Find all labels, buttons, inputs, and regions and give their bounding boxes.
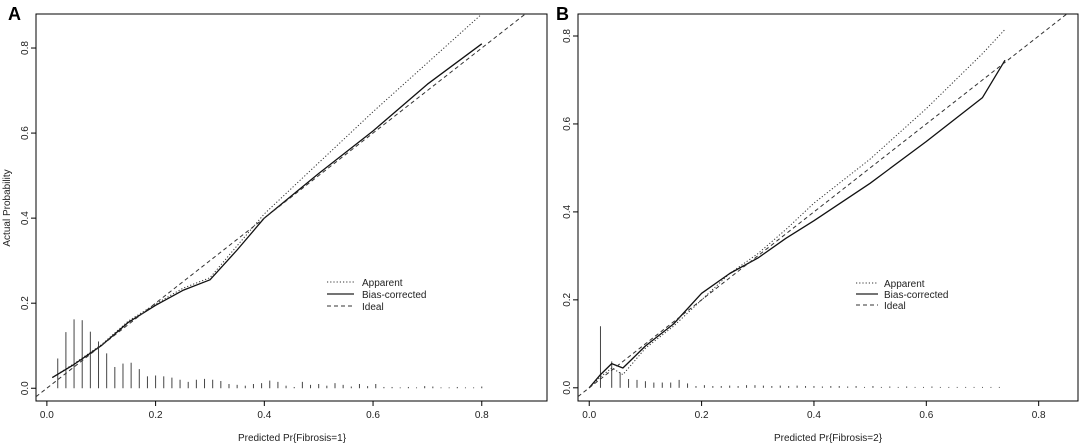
- legend-apparent-label: Apparent: [884, 279, 925, 290]
- panel-a-plot-frame: [35, 13, 548, 402]
- panel-b-calibration-lines: [578, 14, 1068, 397]
- panel-a-y-tick-label: 0.2: [20, 296, 31, 310]
- panel-a-x-axis-label: Predicted Pr{Fibrosis=1}: [238, 433, 347, 444]
- panel-b-y-tick-label: 0.6: [562, 117, 573, 131]
- panel-a-y-tick-label: 0.0: [20, 381, 31, 395]
- panel-b-y-tick-label: 0.2: [562, 292, 573, 306]
- panel-a-y-tick-label: 0.8: [20, 41, 31, 55]
- panel-a-prediction-histogram: [57, 319, 483, 389]
- panel-a-calibration-lines: [36, 14, 527, 398]
- panel-b-x-tick-label: 0.0: [582, 410, 596, 421]
- panel-a-y-tick-label: 0.6: [20, 126, 31, 140]
- panel-b-y-tick-label: 0.4: [562, 205, 573, 219]
- legend-ideal-label: Ideal: [362, 302, 384, 313]
- panel-a-ideal-line: [36, 14, 527, 398]
- panel-a-x-tick-label: 0.6: [366, 410, 380, 421]
- panel-b-x-axis: 0.0 0.2 0.4 0.6 0.8: [582, 401, 1046, 421]
- panel-a-y-axis: 0.0 0.2 0.4 0.6 0.8: [20, 41, 36, 395]
- legend-apparent-label: Apparent: [362, 278, 403, 289]
- panel-b-plot-frame: [577, 13, 1079, 402]
- panel-a-apparent-line: [52, 14, 483, 379]
- panel-a-bias-corrected-line: [51, 43, 483, 379]
- panel-a-x-axis: 0.0 0.2 0.4 0.6 0.8: [40, 401, 489, 421]
- legend-ideal-label: Ideal: [884, 301, 906, 312]
- panel-b-letter: B: [556, 4, 569, 24]
- panel-a-x-tick-label: 0.4: [257, 410, 271, 421]
- panel-b-x-tick-label: 0.2: [695, 410, 709, 421]
- legend-bias-corrected-label: Bias-corrected: [884, 290, 948, 301]
- panel-b-apparent-line: [588, 29, 1006, 389]
- panel-a-legend: Apparent Bias-corrected Ideal: [327, 278, 426, 313]
- panel-a-y-tick-label: 0.4: [20, 211, 31, 225]
- panel-b-prediction-histogram: [599, 326, 1000, 388]
- panel-b-calibration-plot: B 0.0 0.2 0.4 0.6 0.8 0.0 0.2 0.4 0.6 0.8 Predic…: [556, 4, 1079, 444]
- panel-b-y-axis: 0.0 0.2 0.4 0.6 0.8: [562, 29, 578, 395]
- panel-b-x-axis-label: Predicted Pr{Fibrosis=2}: [774, 433, 883, 444]
- panel-b-x-tick-label: 0.6: [919, 410, 933, 421]
- panel-a-letter: A: [8, 4, 21, 24]
- panel-b-y-tick-label: 0.0: [562, 380, 573, 394]
- panel-b-y-tick-label: 0.8: [562, 29, 573, 43]
- panel-a-y-axis-label: Actual Probability: [2, 169, 13, 246]
- panel-a-x-tick-label: 0.2: [149, 410, 163, 421]
- panel-b-x-tick-label: 0.4: [807, 410, 821, 421]
- panel-a-calibration-plot: A 0.0 0.2 0.4 0.6 0.8 0.0 0.2 0.4 0.6 0.8 Predic…: [2, 4, 548, 444]
- panel-b-x-tick-label: 0.8: [1032, 410, 1046, 421]
- panel-a-x-tick-label: 0.8: [475, 410, 489, 421]
- panel-b-legend: Apparent Bias-corrected Ideal: [856, 279, 948, 312]
- legend-bias-corrected-label: Bias-corrected: [362, 290, 426, 301]
- panel-a-x-tick-label: 0.0: [40, 410, 54, 421]
- panel-b-ideal-line: [578, 14, 1068, 397]
